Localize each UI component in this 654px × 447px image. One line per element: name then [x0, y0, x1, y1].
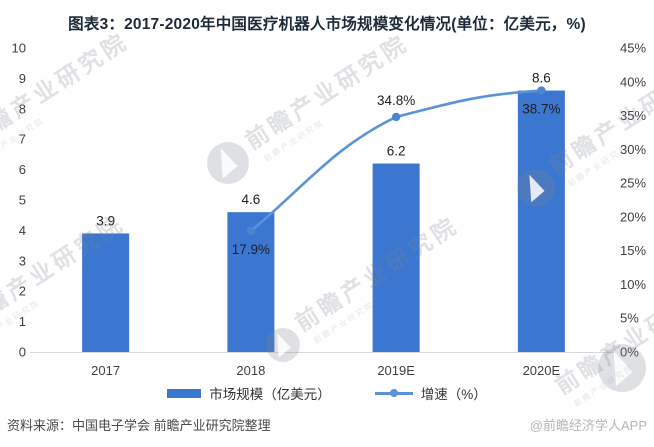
line-value-label: 17.9%: [232, 242, 270, 257]
bar-swatch-icon: [167, 388, 202, 398]
x-axis-label: 2020E: [523, 363, 561, 378]
right-axis-tick: 20%: [620, 209, 646, 224]
right-axis-tick: 40%: [620, 74, 646, 89]
right-axis-tick: 45%: [620, 41, 646, 56]
bar-2019E: [372, 163, 420, 352]
source-text: 资料来源：中国电子学会 前瞻产业研究院整理: [7, 418, 271, 433]
right-axis-tick: 10%: [620, 277, 646, 292]
line-marker: [391, 112, 401, 122]
legend-label: 市场规模（亿美元）: [209, 387, 331, 402]
credit-text: @前瞻经济学人APP: [529, 418, 647, 433]
right-axis-tick: 15%: [620, 243, 646, 258]
right-axis-tick: 25%: [620, 176, 646, 191]
bar-value-label: 8.6: [532, 71, 551, 86]
bar-value-label: 4.6: [241, 192, 260, 207]
left-axis-tick: 8: [19, 101, 26, 116]
right-axis-tick: 30%: [620, 142, 646, 157]
left-axis-tick: 5: [19, 193, 26, 208]
line-value-label: 38.7%: [522, 102, 560, 117]
left-axis-tick: 7: [19, 132, 26, 147]
left-axis-tick: 2: [19, 284, 26, 299]
bar-value-label: 3.9: [96, 213, 115, 228]
right-axis-tick: 35%: [620, 108, 646, 123]
x-axis-label: 2018: [236, 363, 265, 378]
right-axis-tick: 0%: [620, 345, 639, 360]
legend-label: 增速（%）: [420, 387, 487, 402]
legend: 市场规模（亿美元） 增速（%）: [0, 383, 654, 403]
legend-item-market-size: 市场规模（亿美元）: [167, 383, 331, 403]
left-axis-tick: 9: [19, 71, 26, 86]
left-axis-tick: 3: [19, 253, 26, 268]
line-swatch-marker: [389, 389, 398, 397]
chart-title: 图表3：2017-2020年中国医疗机器人市场规模变化情况(单位：亿美元，%): [68, 16, 586, 33]
left-axis-tick: 6: [19, 162, 26, 177]
left-axis-tick: 0: [19, 345, 26, 360]
line-marker: [246, 226, 256, 236]
line-marker: [537, 86, 546, 95]
bar-2017: [82, 233, 130, 352]
footer: 资料来源：中国电子学会 前瞻产业研究院整理 @前瞻经济学人APP: [7, 415, 647, 434]
x-axis-label: 2019E: [377, 363, 415, 378]
bar-value-label: 6.2: [387, 144, 406, 159]
legend-item-growth-rate: 增速（%）: [374, 383, 487, 403]
x-axis-label: 2017: [91, 363, 120, 378]
right-axis-tick: 5%: [620, 311, 639, 326]
bar-2018: [227, 212, 275, 352]
left-axis-tick: 10: [12, 41, 26, 56]
line-swatch-icon: [374, 389, 413, 398]
left-axis-tick: 4: [19, 223, 26, 238]
bar-2020E: [517, 90, 565, 352]
left-axis-tick: 1: [19, 314, 26, 329]
line-value-label: 34.8%: [377, 93, 415, 108]
